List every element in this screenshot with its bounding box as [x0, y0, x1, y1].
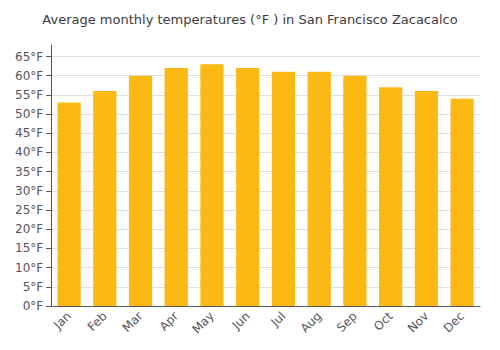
svg-text:Apr: Apr — [157, 309, 182, 334]
svg-text:10°F: 10°F — [15, 261, 43, 275]
svg-text:55°F: 55°F — [15, 88, 43, 102]
svg-text:Dec: Dec — [441, 309, 467, 335]
svg-text:Nov: Nov — [405, 309, 431, 335]
svg-text:35°F: 35°F — [15, 165, 43, 179]
svg-text:65°F: 65°F — [15, 50, 43, 64]
svg-text:20°F: 20°F — [15, 222, 43, 236]
svg-text:Oct: Oct — [371, 309, 396, 334]
svg-text:25°F: 25°F — [15, 203, 43, 217]
svg-text:40°F: 40°F — [15, 145, 43, 159]
svg-text:5°F: 5°F — [23, 280, 44, 294]
svg-text:45°F: 45°F — [15, 126, 43, 140]
svg-text:May: May — [190, 309, 217, 336]
svg-text:Average monthly temperatures (: Average monthly temperatures (°F ) in Sa… — [42, 12, 457, 27]
svg-text:15°F: 15°F — [15, 241, 43, 255]
svg-text:Jul: Jul — [268, 309, 289, 330]
svg-text:Aug: Aug — [298, 309, 324, 335]
svg-text:Sep: Sep — [334, 309, 360, 335]
svg-text:Jun: Jun — [229, 309, 253, 333]
svg-text:60°F: 60°F — [15, 69, 43, 83]
svg-text:30°F: 30°F — [15, 184, 43, 198]
svg-text:Jan: Jan — [50, 309, 74, 333]
svg-text:50°F: 50°F — [15, 107, 43, 121]
svg-text:0°F: 0°F — [23, 299, 44, 313]
svg-text:Feb: Feb — [85, 309, 110, 334]
svg-text:Mar: Mar — [120, 309, 146, 335]
